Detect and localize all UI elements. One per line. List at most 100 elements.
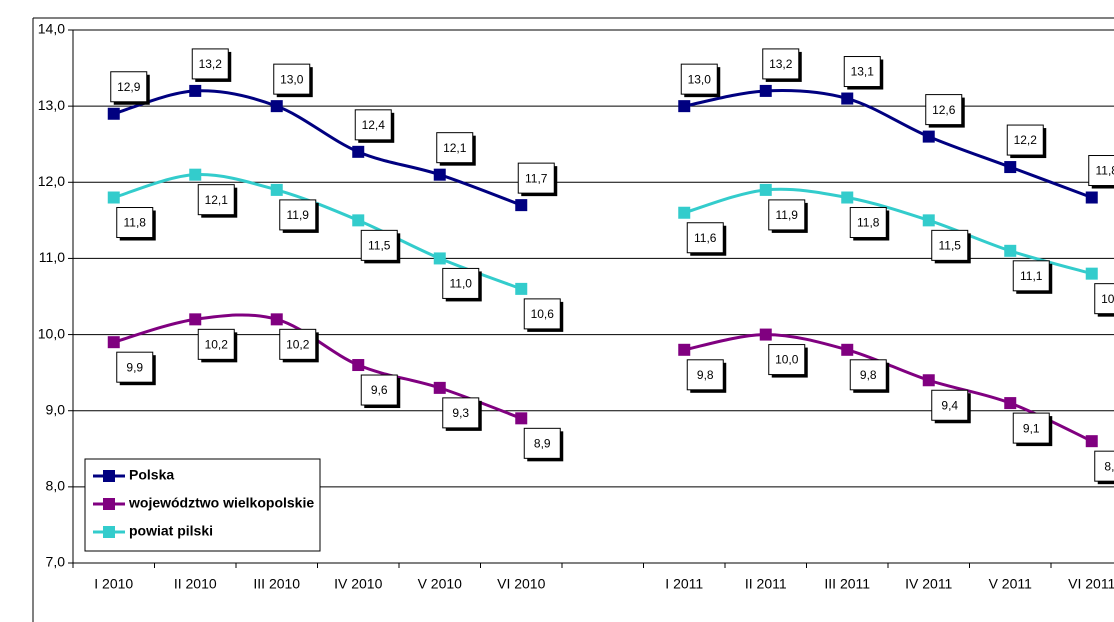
series-line	[683, 187, 1093, 276]
data-label: 10,2	[205, 338, 229, 352]
marker	[270, 100, 283, 113]
data-label: 12,1	[443, 141, 467, 155]
label-box	[191, 48, 229, 80]
marker	[841, 92, 854, 105]
marker	[1004, 161, 1017, 174]
marker	[678, 343, 691, 356]
legend-label: województwo wielkopolskie	[128, 495, 314, 511]
label-box	[360, 374, 398, 406]
label-box	[1094, 450, 1114, 482]
marker	[270, 183, 283, 196]
x-tick-label: II 2010	[174, 576, 217, 592]
data-label: 10,6	[531, 307, 555, 321]
label-box	[197, 184, 235, 216]
data-label: 9,6	[371, 383, 388, 397]
marker	[270, 313, 283, 326]
data-label: 10,0	[775, 353, 799, 367]
legend-marker	[103, 470, 115, 482]
marker	[759, 328, 772, 341]
label-box	[197, 328, 235, 360]
data-label: 9,9	[126, 360, 143, 374]
marker	[515, 282, 528, 295]
data-label: 13,1	[851, 65, 875, 79]
label-box	[680, 63, 718, 95]
label-box	[931, 389, 969, 421]
legend-label: Polska	[129, 467, 174, 483]
x-tick-label: IV 2011	[905, 576, 952, 592]
marker	[352, 145, 365, 158]
label-box	[279, 328, 317, 360]
marker	[1085, 267, 1098, 280]
data-label: 13,2	[199, 57, 223, 71]
label-box	[768, 199, 806, 231]
marker	[1085, 435, 1098, 448]
label-box	[931, 229, 969, 261]
data-label: 11,1	[1020, 269, 1043, 283]
label-box	[116, 207, 154, 239]
marker	[1085, 191, 1098, 204]
marker	[107, 107, 120, 120]
label-box	[436, 132, 474, 164]
series-line	[113, 89, 522, 207]
marker	[841, 343, 854, 356]
x-tick-label: III 2011	[824, 576, 870, 592]
marker	[352, 359, 365, 372]
marker	[515, 199, 528, 212]
marker	[515, 412, 528, 425]
marker	[107, 336, 120, 349]
y-tick-label: 10,0	[38, 325, 65, 341]
data-label: 9,3	[452, 406, 469, 420]
x-tick-label: IV 2010	[334, 576, 382, 592]
label-box	[523, 298, 561, 330]
data-label: 10,2	[286, 338, 310, 352]
data-label: 8,6	[1104, 459, 1114, 473]
label-box	[1088, 155, 1114, 187]
marker	[1004, 244, 1017, 257]
data-label: 12,2	[1014, 133, 1038, 147]
data-label: 13,2	[769, 57, 793, 71]
marker	[759, 84, 772, 97]
data-label: 9,8	[860, 368, 877, 382]
data-label: 12,1	[205, 193, 229, 207]
y-tick-label: 11,0	[39, 249, 65, 265]
label-box	[442, 267, 480, 299]
y-tick-label: 9,0	[46, 401, 66, 417]
marker	[759, 183, 772, 196]
marker	[678, 100, 691, 113]
label-box	[442, 397, 480, 429]
x-tick-label: V 2011	[989, 576, 1033, 592]
x-tick-label: VI 2011	[1068, 576, 1114, 592]
y-tick-label: 7,0	[46, 554, 66, 570]
data-label: 9,8	[697, 368, 714, 382]
label-box	[768, 344, 806, 376]
data-label: 11,8	[124, 216, 147, 230]
y-tick-label: 8,0	[46, 478, 66, 494]
marker	[841, 191, 854, 204]
label-box	[686, 222, 724, 254]
label-box	[686, 359, 724, 391]
label-box	[1006, 124, 1044, 156]
label-box	[925, 94, 963, 126]
legend-marker	[103, 526, 115, 538]
marker	[922, 214, 935, 227]
marker	[922, 130, 935, 143]
legend-label: powiat pilski	[129, 523, 213, 539]
data-label: 11,6	[694, 231, 717, 245]
label-box	[762, 48, 800, 80]
legend-marker	[103, 498, 115, 510]
label-box	[110, 71, 148, 103]
label-box	[849, 207, 887, 239]
data-label: 11,5	[939, 239, 962, 253]
data-label: 11,9	[287, 208, 310, 222]
x-tick-label: I 2010	[94, 576, 133, 592]
label-box	[360, 229, 398, 261]
data-label: 11,0	[450, 277, 473, 291]
y-tick-label: 13,0	[38, 97, 65, 113]
data-label: 10,8	[1101, 292, 1114, 306]
y-tick-label: 12,0	[38, 173, 65, 189]
data-label: 12,9	[117, 80, 141, 94]
y-tick-label: 14,0	[38, 21, 65, 37]
label-box	[1094, 283, 1114, 315]
